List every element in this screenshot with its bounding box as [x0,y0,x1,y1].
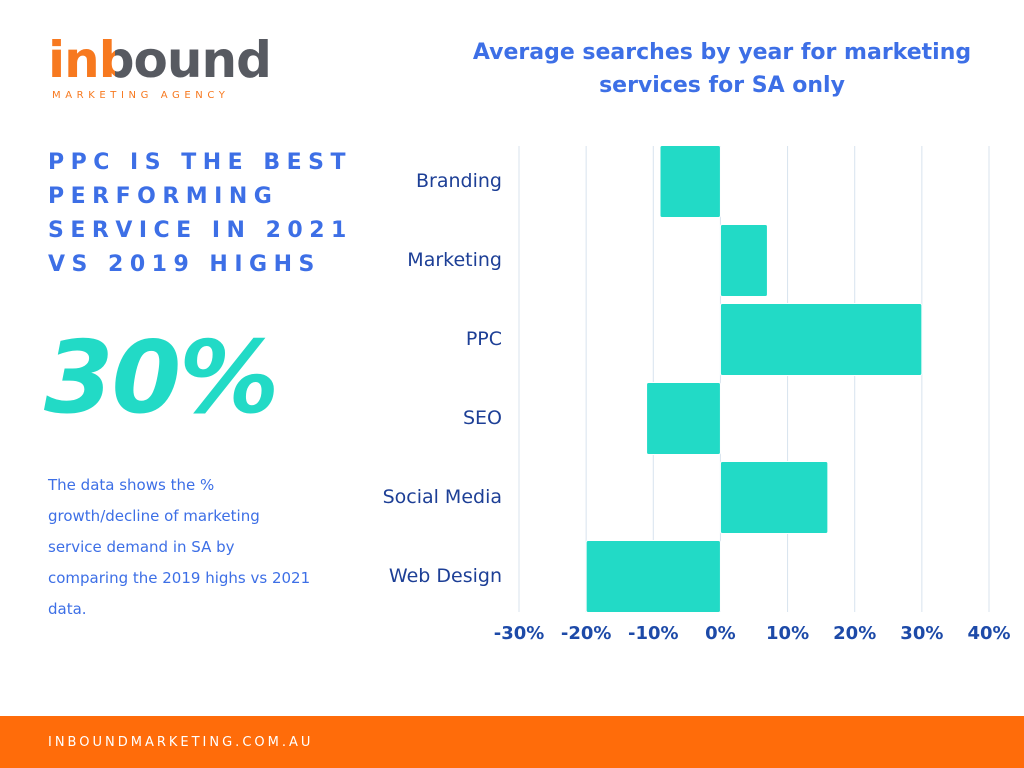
x-tick-label: 20% [833,623,876,644]
y-tick-label: PPC [466,328,502,350]
bar [659,145,721,218]
bar [719,224,768,297]
y-tick-label: SEO [463,407,502,429]
headline: PPC IS THE BEST PERFORMING SERVICE IN 20… [48,146,353,282]
chart-title: Average searches by year for marketing s… [472,40,972,98]
headline-line: PERFORMING [48,184,279,209]
description-line: data. [48,600,87,618]
x-tick-label: 0% [705,623,736,644]
footer-text: INBOUNDMARKETING.COM.AU [48,735,314,750]
x-tick-label: -20% [561,623,612,644]
description-line: service demand in SA by [48,538,235,556]
description: The data shows the % growth/decline of m… [48,470,310,625]
bar [585,540,721,613]
chart: -30% -20% -10% 0% 10% 20% 30% 40% Branding Market… [383,145,1011,644]
x-tick-label: 30% [900,623,943,644]
y-tick-label: Branding [416,170,502,192]
headline-line: SERVICE IN 2021 [48,218,353,243]
x-tick-label: -30% [494,623,545,644]
bar [719,303,923,376]
y-tick-label: Web Design [389,565,502,587]
description-line: comparing the 2019 highs vs 2021 [48,569,311,587]
bar [646,382,721,455]
y-tick-label: Marketing [407,249,502,271]
headline-line: PPC IS THE BEST [48,150,352,175]
logo-tagline: MARKETING AGENCY [52,90,230,101]
footer-bar [0,716,1024,768]
big-number: 30% [44,319,279,436]
y-tick-label: Social Media [383,486,502,508]
description-line: The data shows the % [48,476,215,494]
x-tick-label: -10% [628,623,679,644]
bar [719,461,829,534]
x-tick-label: 40% [967,623,1010,644]
x-tick-label: 10% [766,623,809,644]
headline-line: VS 2019 HIGHS [48,252,321,277]
description-line: growth/decline of marketing [48,507,260,525]
logo: inbound [48,31,272,89]
